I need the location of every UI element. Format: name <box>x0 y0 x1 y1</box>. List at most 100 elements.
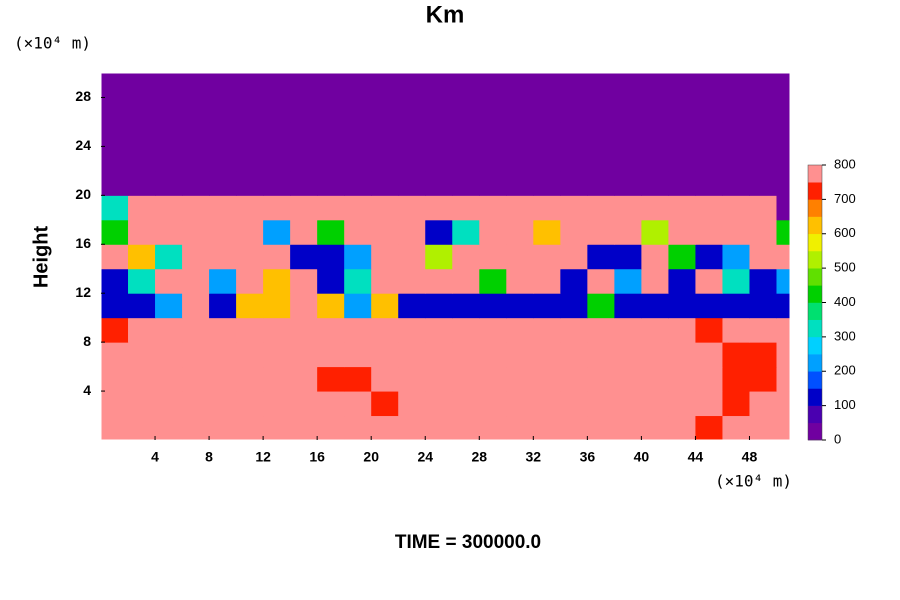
cell <box>290 121 318 147</box>
cell <box>587 73 615 98</box>
cell <box>533 317 561 343</box>
cell <box>641 146 669 172</box>
x-tick-label: 4 <box>151 449 159 465</box>
cell <box>182 268 210 294</box>
y-tick-label: 4 <box>83 382 91 398</box>
cell <box>722 366 750 392</box>
cell <box>776 97 790 123</box>
cell <box>749 342 777 368</box>
cell <box>398 317 426 343</box>
cell <box>695 73 723 98</box>
cell <box>479 342 507 368</box>
cell <box>533 391 561 417</box>
cell <box>479 195 507 221</box>
cell <box>425 146 453 172</box>
cell <box>749 366 777 392</box>
cell <box>182 293 210 319</box>
cell <box>560 97 588 123</box>
cell <box>344 268 372 294</box>
cell <box>479 73 507 98</box>
colorbar-band <box>808 268 822 286</box>
cell <box>668 293 696 319</box>
x-tick-label: 20 <box>363 449 379 465</box>
cell <box>452 415 480 440</box>
cell <box>290 195 318 221</box>
cell <box>344 317 372 343</box>
cell <box>398 268 426 294</box>
cell <box>452 219 480 245</box>
cell <box>263 244 291 270</box>
cell <box>560 219 588 245</box>
cell <box>155 366 183 392</box>
cell <box>290 146 318 172</box>
colorbar-band <box>808 302 822 320</box>
cell <box>128 219 156 245</box>
cell <box>452 317 480 343</box>
cell <box>155 146 183 172</box>
colorbar-band <box>808 199 822 217</box>
cell <box>452 73 480 98</box>
cell <box>317 317 345 343</box>
cell <box>398 244 426 270</box>
cell <box>776 366 790 392</box>
cell <box>263 415 291 440</box>
cell <box>236 73 264 98</box>
colorbar-tick-label: 400 <box>834 294 856 309</box>
cell <box>668 415 696 440</box>
cell <box>587 195 615 221</box>
cell <box>236 293 264 319</box>
y-tick-label: 20 <box>75 186 91 202</box>
cell <box>101 121 129 147</box>
cell <box>290 391 318 417</box>
cell <box>128 342 156 368</box>
cell <box>614 73 642 98</box>
cell <box>398 391 426 417</box>
x-tick-label: 40 <box>634 449 650 465</box>
cell <box>101 366 129 392</box>
cell <box>317 73 345 98</box>
cell <box>695 268 723 294</box>
cell <box>695 244 723 270</box>
cell <box>425 342 453 368</box>
colorbar-tick-label: 200 <box>834 363 856 378</box>
cell <box>182 73 210 98</box>
y-tick-label: 8 <box>83 333 91 349</box>
cell <box>506 170 534 196</box>
cell <box>398 73 426 98</box>
cell <box>317 366 345 392</box>
colorbar-tick-label: 600 <box>834 225 856 240</box>
cell <box>398 219 426 245</box>
cell <box>290 219 318 245</box>
cell <box>668 195 696 221</box>
cell <box>317 97 345 123</box>
cell <box>290 244 318 270</box>
x-tick-label: 8 <box>205 449 213 465</box>
cell <box>614 97 642 123</box>
cell <box>371 244 399 270</box>
cell <box>101 244 129 270</box>
cell <box>533 415 561 440</box>
cell <box>641 219 669 245</box>
colorbar-band <box>808 182 822 200</box>
cell <box>749 170 777 196</box>
cell <box>263 317 291 343</box>
cell <box>209 366 237 392</box>
cell <box>614 268 642 294</box>
cell <box>209 97 237 123</box>
cell <box>479 366 507 392</box>
cell <box>236 121 264 147</box>
cell <box>128 73 156 98</box>
cell <box>290 73 318 98</box>
cell <box>452 170 480 196</box>
cell <box>533 342 561 368</box>
cell <box>479 293 507 319</box>
cell <box>587 170 615 196</box>
cell <box>506 97 534 123</box>
cell <box>236 244 264 270</box>
cell <box>749 415 777 440</box>
cell <box>182 317 210 343</box>
cell <box>101 342 129 368</box>
colorbar-band <box>808 354 822 372</box>
colorbar-tick-label: 500 <box>834 260 856 275</box>
colorbar-tick-label: 0 <box>834 431 841 446</box>
